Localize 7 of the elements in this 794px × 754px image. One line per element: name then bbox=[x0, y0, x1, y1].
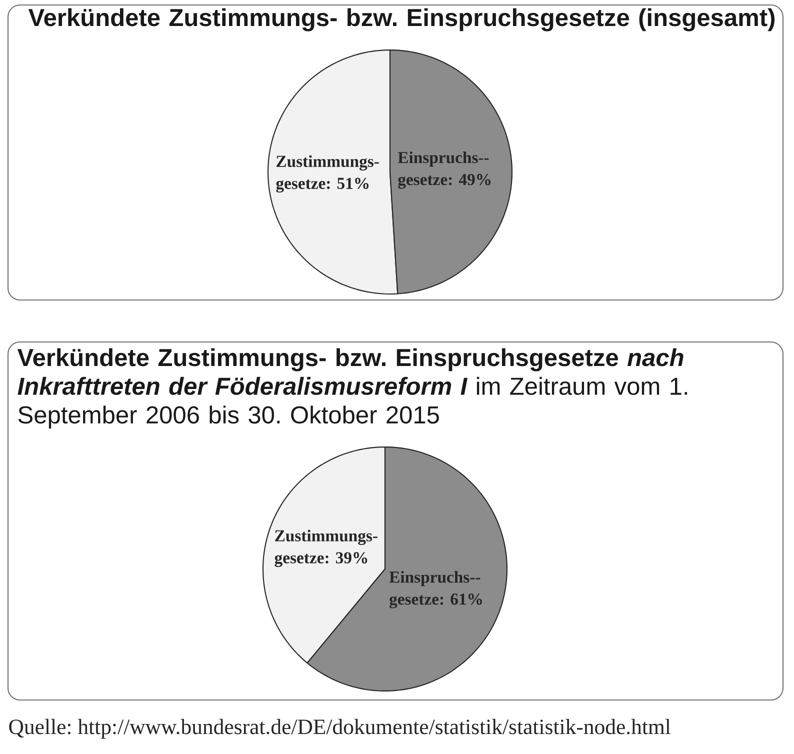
source-note: Quelle: http://www.bundesrat.de/DE/dokumente/statistik/statistik-node.html bbox=[9, 718, 671, 739]
chart-title: Verkündete Zustimmungs- bzw. Einspruchsgesetze nach Inkrafttreten der Föderalismusreform I im Zeitraum vom 1. September 2006 bis 30. Oktober 2015 bbox=[17, 348, 688, 428]
data-label: : 39% bbox=[326, 552, 368, 564]
data-label: : 49% bbox=[448, 174, 490, 186]
data-label: : 61% bbox=[440, 594, 482, 605]
chart-title: Verkündete Zustimmungs- bzw. Einspruchsgesetze (insgesamt) bbox=[28, 8, 775, 32]
data-label: : 51% bbox=[327, 178, 369, 190]
